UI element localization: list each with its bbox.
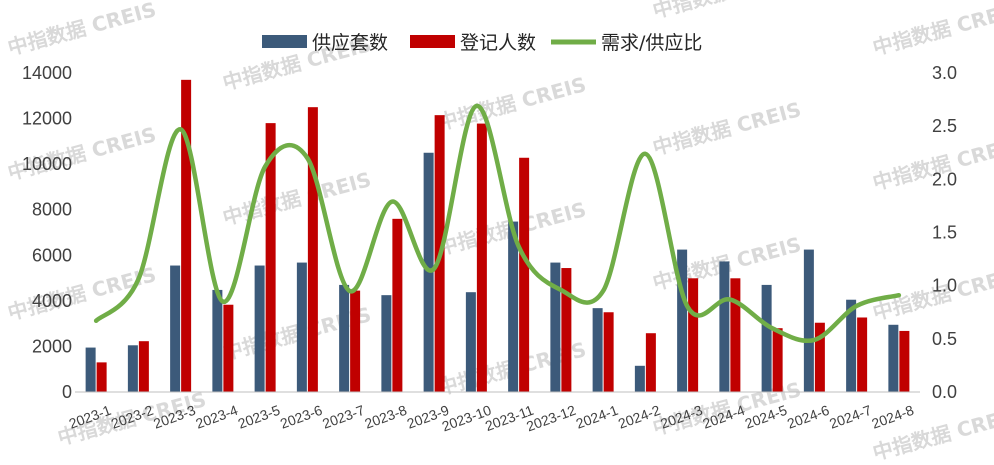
bar-registered [772,328,783,392]
x-tick-label: 2023-5 [236,402,283,432]
bar-registered [857,317,868,392]
x-tick-label: 2023-8 [362,402,409,432]
watermark-text: 中指数据 CREIS [870,0,994,60]
watermark-text: 中指数据 CREIS [435,72,589,135]
bar-supply [339,284,350,392]
bar-supply [212,289,223,392]
bar-supply [592,308,603,392]
y-left-tick-label: 4000 [32,291,72,311]
y-left-tick-label: 0 [62,382,72,402]
bar-supply [170,265,181,392]
bar-registered [899,330,910,392]
bar-supply [127,345,138,392]
bar-supply [846,299,857,392]
y-left-tick-label: 10000 [22,154,72,174]
bar-supply [803,249,814,392]
bar-supply [550,262,561,392]
bar-registered [561,268,572,392]
bar-registered [392,218,403,392]
bar-registered [223,304,234,392]
y-axis-left: 0 2000 4000 6000 8000 10000 12000 14000 [22,63,72,402]
bar-supply [465,292,476,392]
bar-registered [603,312,614,392]
x-tick-label: 2024-6 [785,402,832,432]
bar-supply [761,284,772,392]
bar-registered [265,123,276,392]
bar-supply [296,262,307,392]
legend-swatch [410,35,455,48]
bar-supply [85,347,96,392]
legend-swatch [262,35,307,48]
legend-label: 供应套数 [312,32,388,54]
bar-registered [96,362,107,392]
bar-registered [138,341,149,392]
x-tick-label: 2023-6 [278,402,325,432]
bar-registered [350,290,361,392]
y-left-tick-label: 8000 [32,200,72,220]
y-right-tick-label: 2.5 [932,116,957,136]
watermark-text: 中指数据 CREIS [650,0,804,23]
bar-registered [645,333,656,392]
y-right-tick-label: 2.0 [932,169,957,189]
bars [85,79,910,393]
x-tick-label: 2024-7 [827,402,874,432]
bar-registered [181,79,192,392]
bar-registered [688,278,699,392]
y-right-tick-label: 1.5 [932,223,957,243]
watermark-text: 中指数据 CREIS [5,0,159,60]
watermark-text: 中指数据 CREIS [220,167,374,230]
bar-supply [381,295,392,392]
bar-registered [814,322,825,392]
legend-label: 登记人数 [460,32,536,54]
watermark-layer: 中指数据 CREIS 中指数据 CREIS 中指数据 CREIS 中指数据 CREIS… [5,0,994,465]
bar-registered [519,157,530,392]
bar-registered [307,107,318,392]
line-demand-supply-ratio [93,103,902,343]
bar-supply [888,324,899,392]
bar-supply [254,265,265,392]
y-right-tick-label: 0.5 [932,329,957,349]
y-axis-right: 0.0 0.5 1.0 1.5 2.0 2.5 3.0 [932,63,957,402]
bar-supply [677,249,688,392]
y-left-tick-label: 12000 [22,109,72,129]
x-tick-label: 2023-7 [320,402,367,432]
watermark-text: 中指数据 CREIS [650,97,804,160]
bar-supply [508,221,519,392]
y-right-tick-label: 0.0 [932,382,957,402]
legend-label: 需求/供应比 [601,32,702,54]
bar-supply [719,261,730,392]
bar-registered [730,278,741,392]
y-right-tick-label: 3.0 [932,63,957,83]
y-right-tick-label: 1.0 [932,276,957,296]
watermark-text: 中指数据 CREIS [5,262,159,325]
y-left-tick-label: 2000 [32,336,72,356]
y-left-tick-label: 14000 [22,63,72,83]
y-left-tick-label: 6000 [32,245,72,265]
legend: 供应套数 登记人数 需求/供应比 [262,32,702,54]
line-series [93,103,902,343]
x-tick-label: 2024-8 [869,402,916,432]
x-tick-label: 2023-12 [524,402,578,435]
bar-supply [634,365,645,392]
bar-registered [476,123,487,392]
x-tick-label: 2024-1 [574,402,621,432]
